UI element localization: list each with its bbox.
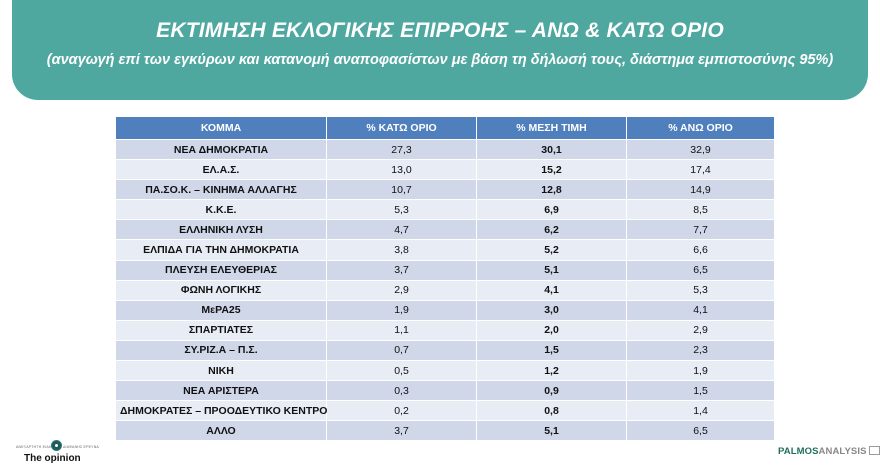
table-row: ΦΩΝΗ ΛΟΓΙΚΗΣ 2,9 4,1 5,3 [115,279,775,301]
mean-cell: 5,2 [476,239,627,261]
upper-bound-cell: 6,5 [626,420,775,442]
upper-bound-cell: 5,3 [626,279,775,301]
palmos-analysis-logo: PALMOSANALYSIS [778,446,880,460]
party-cell: ΜεΡΑ25 [115,299,327,321]
the-opinion-logo: ΑΝΕΞΑΡΤΗΤΗ ΕΙΔΗΣΗ ΔΙΑΦΑΝΗΣ ΕΡΕΥΝΑ The op… [16,439,99,467]
lower-bound-cell: 10,7 [326,179,477,201]
upper-bound-cell: 2,9 [626,319,775,341]
upper-bound-cell: 6,6 [626,239,775,261]
column-header-party: ΚΟΜΜΑ [115,116,327,140]
table-row: ΕΛΛΗΝΙΚΗ ΛΥΣΗ 4,7 6,2 7,7 [115,219,775,241]
table-row: Κ.Κ.Ε. 5,3 6,9 8,5 [115,199,775,221]
party-cell: ΠΛΕΥΣΗ ΕΛΕΥΘΕΡΙΑΣ [115,259,327,281]
lower-bound-cell: 1,9 [326,299,477,321]
mean-cell: 12,8 [476,179,627,201]
party-cell: ΕΛΛΗΝΙΚΗ ΛΥΣΗ [115,219,327,241]
logo-part-palmos: PALMOS [778,446,819,457]
party-cell: ΕΛΠΙΔΑ ΓΙΑ ΤΗΝ ΔΗΜΟΚΡΑΤΙΑ [115,239,327,261]
logo-tagline-right: ΔΙΑΦΑΝΗΣ ΕΡΕΥΝΑ [63,445,99,449]
mean-cell: 30,1 [476,138,627,161]
lower-bound-cell: 0,5 [326,360,477,382]
party-cell: ΔΗΜΟΚΡΑΤΕΣ – ΠΡΟΟΔΕΥΤΙΚΟ ΚΕΝΤΡΟ [115,400,327,422]
party-cell: ΣΠΑΡΤΙΑΤΕΣ [115,319,327,341]
mean-cell: 5,1 [476,420,627,442]
party-cell: ΣΥ.ΡΙΖ.Α – Π.Σ. [115,339,327,362]
mean-cell: 3,0 [476,299,627,321]
mean-cell: 0,8 [476,400,627,422]
mean-cell: 2,0 [476,319,627,341]
lower-bound-cell: 5,3 [326,199,477,221]
page-subtitle: (αναγωγή επί των εγκύρων και κατανομή αν… [46,52,834,68]
upper-bound-cell: 8,5 [626,199,775,221]
lower-bound-cell: 2,9 [326,279,477,301]
mean-cell: 6,2 [476,219,627,241]
upper-bound-cell: 17,4 [626,159,775,181]
mean-cell: 0,9 [476,380,627,402]
mean-cell: 15,2 [476,159,627,181]
lower-bound-cell: 4,7 [326,219,477,241]
logo-tagline-left: ΑΝΕΞΑΡΤΗΤΗ ΕΙΔΗΣΗ [16,445,57,449]
table-row: ΝΕΑ ΑΡΙΣΤΕΡΑ 0,3 0,9 1,5 [115,380,775,402]
lower-bound-cell: 27,3 [326,138,477,161]
column-header-mean: % ΜΕΣΗ ΤΙΜΗ [476,116,627,140]
logo-frame-icon [868,446,880,455]
lower-bound-cell: 0,2 [326,400,477,422]
table-row: ΣΥ.ΡΙΖ.Α – Π.Σ. 0,7 1,5 2,3 [115,339,775,362]
party-cell: ΕΛ.Α.Σ. [115,159,327,181]
table-row: ΕΛΠΙΔΑ ΓΙΑ ΤΗΝ ΔΗΜΟΚΡΑΤΙΑ 3,8 5,2 6,6 [115,239,775,261]
table-header-row: ΚΟΜΜΑ % ΚΑΤΩ ΟΡΙΟ % ΜΕΣΗ ΤΙΜΗ % ΑΝΩ ΟΡΙΟ [115,116,775,140]
table-row: ΑΛΛΟ 3,7 5,1 6,5 [115,420,775,442]
mean-cell: 5,1 [476,259,627,281]
page-title: ΕΚΤΙΜΗΣΗ ΕΚΛΟΓΙΚΗΣ ΕΠΙΡΡΟΗΣ – ΑΝΩ & ΚΑΤΩ… [156,19,724,42]
table-row: ΝΙΚΗ 0,5 1,2 1,9 [115,360,775,382]
logo-part-analysis: ANALYSIS [818,446,867,457]
lower-bound-cell: 0,3 [326,380,477,402]
column-header-lower-bound: % ΚΑΤΩ ΟΡΙΟ [326,116,477,140]
mean-cell: 6,9 [476,199,627,221]
table-row: ΕΛ.Α.Σ. 13,0 15,2 17,4 [115,159,775,181]
party-cell: ΝΕΑ ΔΗΜΟΚΡΑΤΙΑ [115,138,327,161]
upper-bound-cell: 2,3 [626,339,775,362]
table-row: ΝΕΑ ΔΗΜΟΚΡΑΤΙΑ 27,3 30,1 32,9 [115,138,775,161]
party-cell: ΑΛΛΟ [115,420,327,442]
table-row: ΠΑ.ΣΟ.Κ. – ΚΙΝΗΜΑ ΑΛΛΑΓΗΣ 10,7 12,8 14,9 [115,179,775,201]
lower-bound-cell: 3,7 [326,420,477,442]
upper-bound-cell: 32,9 [626,138,775,161]
upper-bound-cell: 1,9 [626,360,775,382]
upper-bound-cell: 4,1 [626,299,775,321]
table-row: ΣΠΑΡΤΙΑΤΕΣ 1,1 2,0 2,9 [115,319,775,341]
party-cell: ΠΑ.ΣΟ.Κ. – ΚΙΝΗΜΑ ΑΛΛΑΓΗΣ [115,179,327,201]
upper-bound-cell: 7,7 [626,219,775,241]
mean-cell: 4,1 [476,279,627,301]
lower-bound-cell: 3,8 [326,239,477,261]
upper-bound-cell: 1,5 [626,380,775,402]
mean-cell: 1,2 [476,360,627,382]
upper-bound-cell: 6,5 [626,259,775,281]
party-cell: Κ.Κ.Ε. [115,199,327,221]
lower-bound-cell: 13,0 [326,159,477,181]
lower-bound-cell: 3,7 [326,259,477,281]
table-row: ΠΛΕΥΣΗ ΕΛΕΥΘΕΡΙΑΣ 3,7 5,1 6,5 [115,259,775,281]
party-cell: ΝΙΚΗ [115,360,327,382]
upper-bound-cell: 14,9 [626,179,775,201]
upper-bound-cell: 1,4 [626,400,775,422]
results-table: ΚΟΜΜΑ % ΚΑΤΩ ΟΡΙΟ % ΜΕΣΗ ΤΙΜΗ % ΑΝΩ ΟΡΙΟ… [115,116,775,442]
opinion-circle-icon [51,440,62,451]
logo-name: The opinion [24,453,81,464]
lower-bound-cell: 0,7 [326,339,477,362]
table-row: ΜεΡΑ25 1,9 3,0 4,1 [115,299,775,321]
table-body: ΝΕΑ ΔΗΜΟΚΡΑΤΙΑ 27,3 30,1 32,9 ΕΛ.Α.Σ. 13,0 15,… [115,138,775,442]
mean-cell: 1,5 [476,339,627,362]
party-cell: ΝΕΑ ΑΡΙΣΤΕΡΑ [115,380,327,402]
lower-bound-cell: 1,1 [326,319,477,341]
title-banner: ΕΚΤΙΜΗΣΗ ΕΚΛΟΓΙΚΗΣ ΕΠΙΡΡΟΗΣ – ΑΝΩ & ΚΑΤΩ… [12,0,868,100]
party-cell: ΦΩΝΗ ΛΟΓΙΚΗΣ [115,279,327,301]
column-header-upper-bound: % ΑΝΩ ΟΡΙΟ [626,116,775,140]
table-row: ΔΗΜΟΚΡΑΤΕΣ – ΠΡΟΟΔΕΥΤΙΚΟ ΚΕΝΤΡΟ 0,2 0,8 1,4 [115,400,775,422]
